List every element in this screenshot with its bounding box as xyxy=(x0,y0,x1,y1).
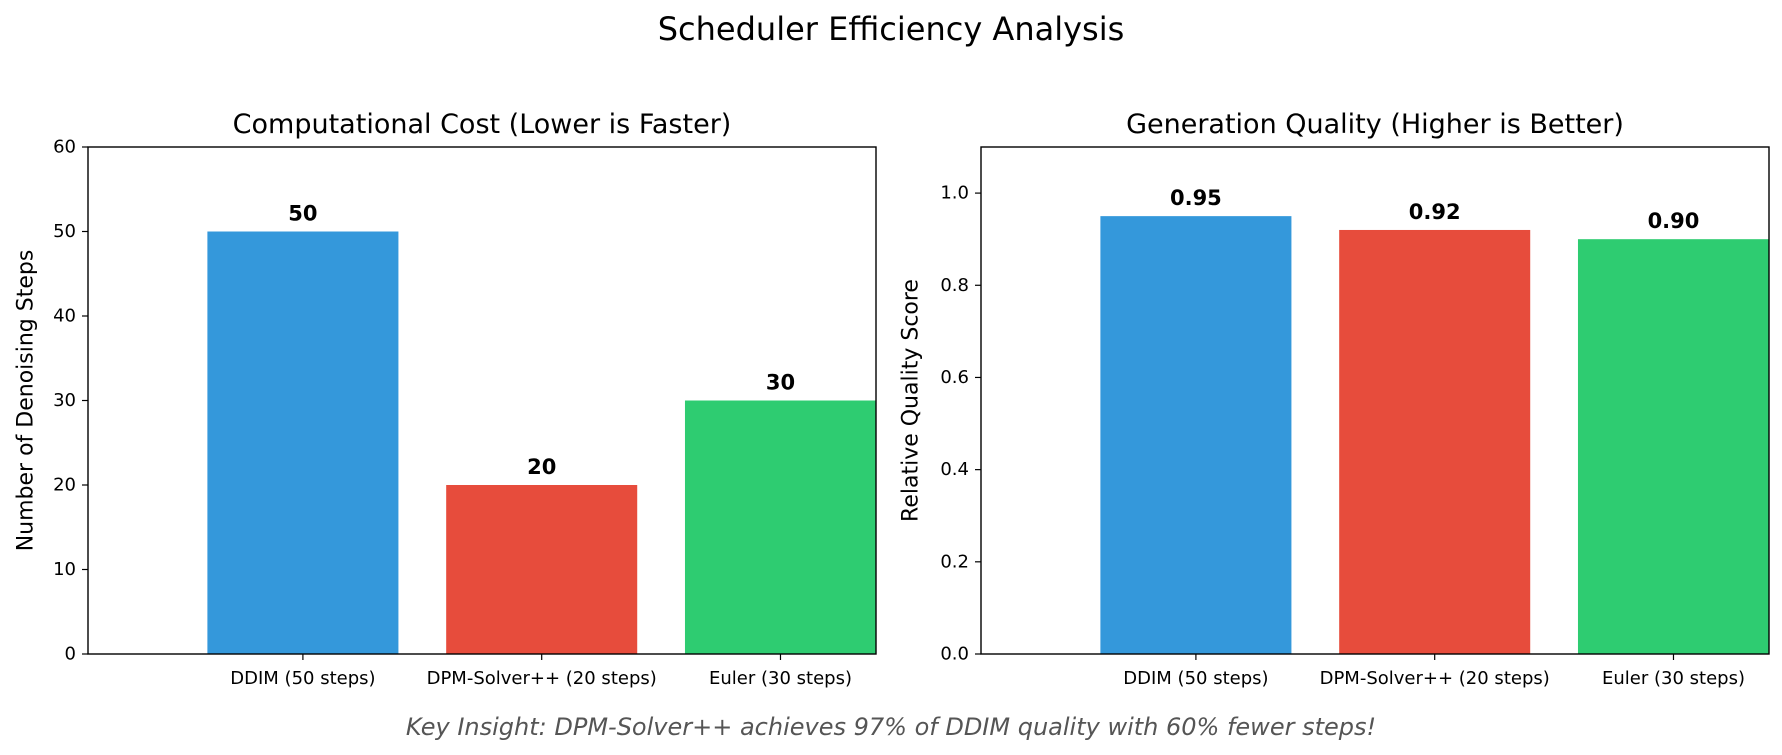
y-tick-label: 0.0 xyxy=(940,644,969,665)
x-tick-label: DPM-Solver++ (20 steps) xyxy=(427,668,657,689)
chart-panel-computational-cost: Computational Cost (Lower is Faster) Numb… xyxy=(14,109,877,689)
y-tick-label: 0.8 xyxy=(940,275,969,296)
chart-title: Computational Cost (Lower is Faster) xyxy=(233,109,732,140)
y-tick-label: 20 xyxy=(53,475,76,496)
key-insight-footnote: Key Insight: DPM-Solver++ achieves 97% o… xyxy=(406,713,1376,741)
bar-euler-30-steps xyxy=(1577,239,1769,654)
x-tick-label: DDIM (50 steps) xyxy=(1123,668,1268,689)
chart-title: Generation Quality (Higher is Better) xyxy=(1126,109,1624,140)
y-tick-label: 0.2 xyxy=(940,551,969,572)
bar-dpm-solver-20-steps xyxy=(446,485,638,654)
y-axis-label: Relative Quality Score xyxy=(899,279,924,522)
y-tick-label: 60 xyxy=(53,137,76,158)
bar-ddim-50-steps xyxy=(1100,216,1292,655)
x-tick-label: Euler (30 steps) xyxy=(709,668,852,689)
bar-ddim-50-steps xyxy=(207,231,399,654)
x-tick-label: DPM-Solver++ (20 steps) xyxy=(1320,668,1550,689)
axes-frame xyxy=(980,146,1770,655)
bar-value-label: 30 xyxy=(766,371,795,395)
bar-dpm-solver-20-steps xyxy=(1339,229,1531,655)
bar-value-label: 0.92 xyxy=(1409,200,1461,224)
bar-value-label: 20 xyxy=(527,455,556,479)
bar-value-label: 50 xyxy=(288,202,317,226)
bar-value-label: 0.90 xyxy=(1648,209,1700,233)
y-tick-label: 0.4 xyxy=(940,459,969,480)
y-tick-label: 1.0 xyxy=(940,183,969,204)
y-tick-label: 0 xyxy=(65,644,76,665)
x-tick-label: Euler (30 steps) xyxy=(1602,668,1745,689)
bar-euler-30-steps xyxy=(684,400,876,654)
y-tick-label: 50 xyxy=(53,221,76,242)
y-tick-label: 0.6 xyxy=(940,367,969,388)
y-tick-label: 10 xyxy=(53,559,76,580)
figure-suptitle: Scheduler Efficiency Analysis xyxy=(658,10,1125,48)
y-axis-label: Number of Denoising Steps xyxy=(14,250,39,552)
chart-panel-generation-quality: Generation Quality (Higher is Better) Rel… xyxy=(899,109,1770,689)
x-tick-label: DDIM (50 steps) xyxy=(230,668,375,689)
y-tick-label: 40 xyxy=(53,306,76,327)
y-tick-label: 30 xyxy=(53,390,76,411)
bar-value-label: 0.95 xyxy=(1170,186,1222,210)
